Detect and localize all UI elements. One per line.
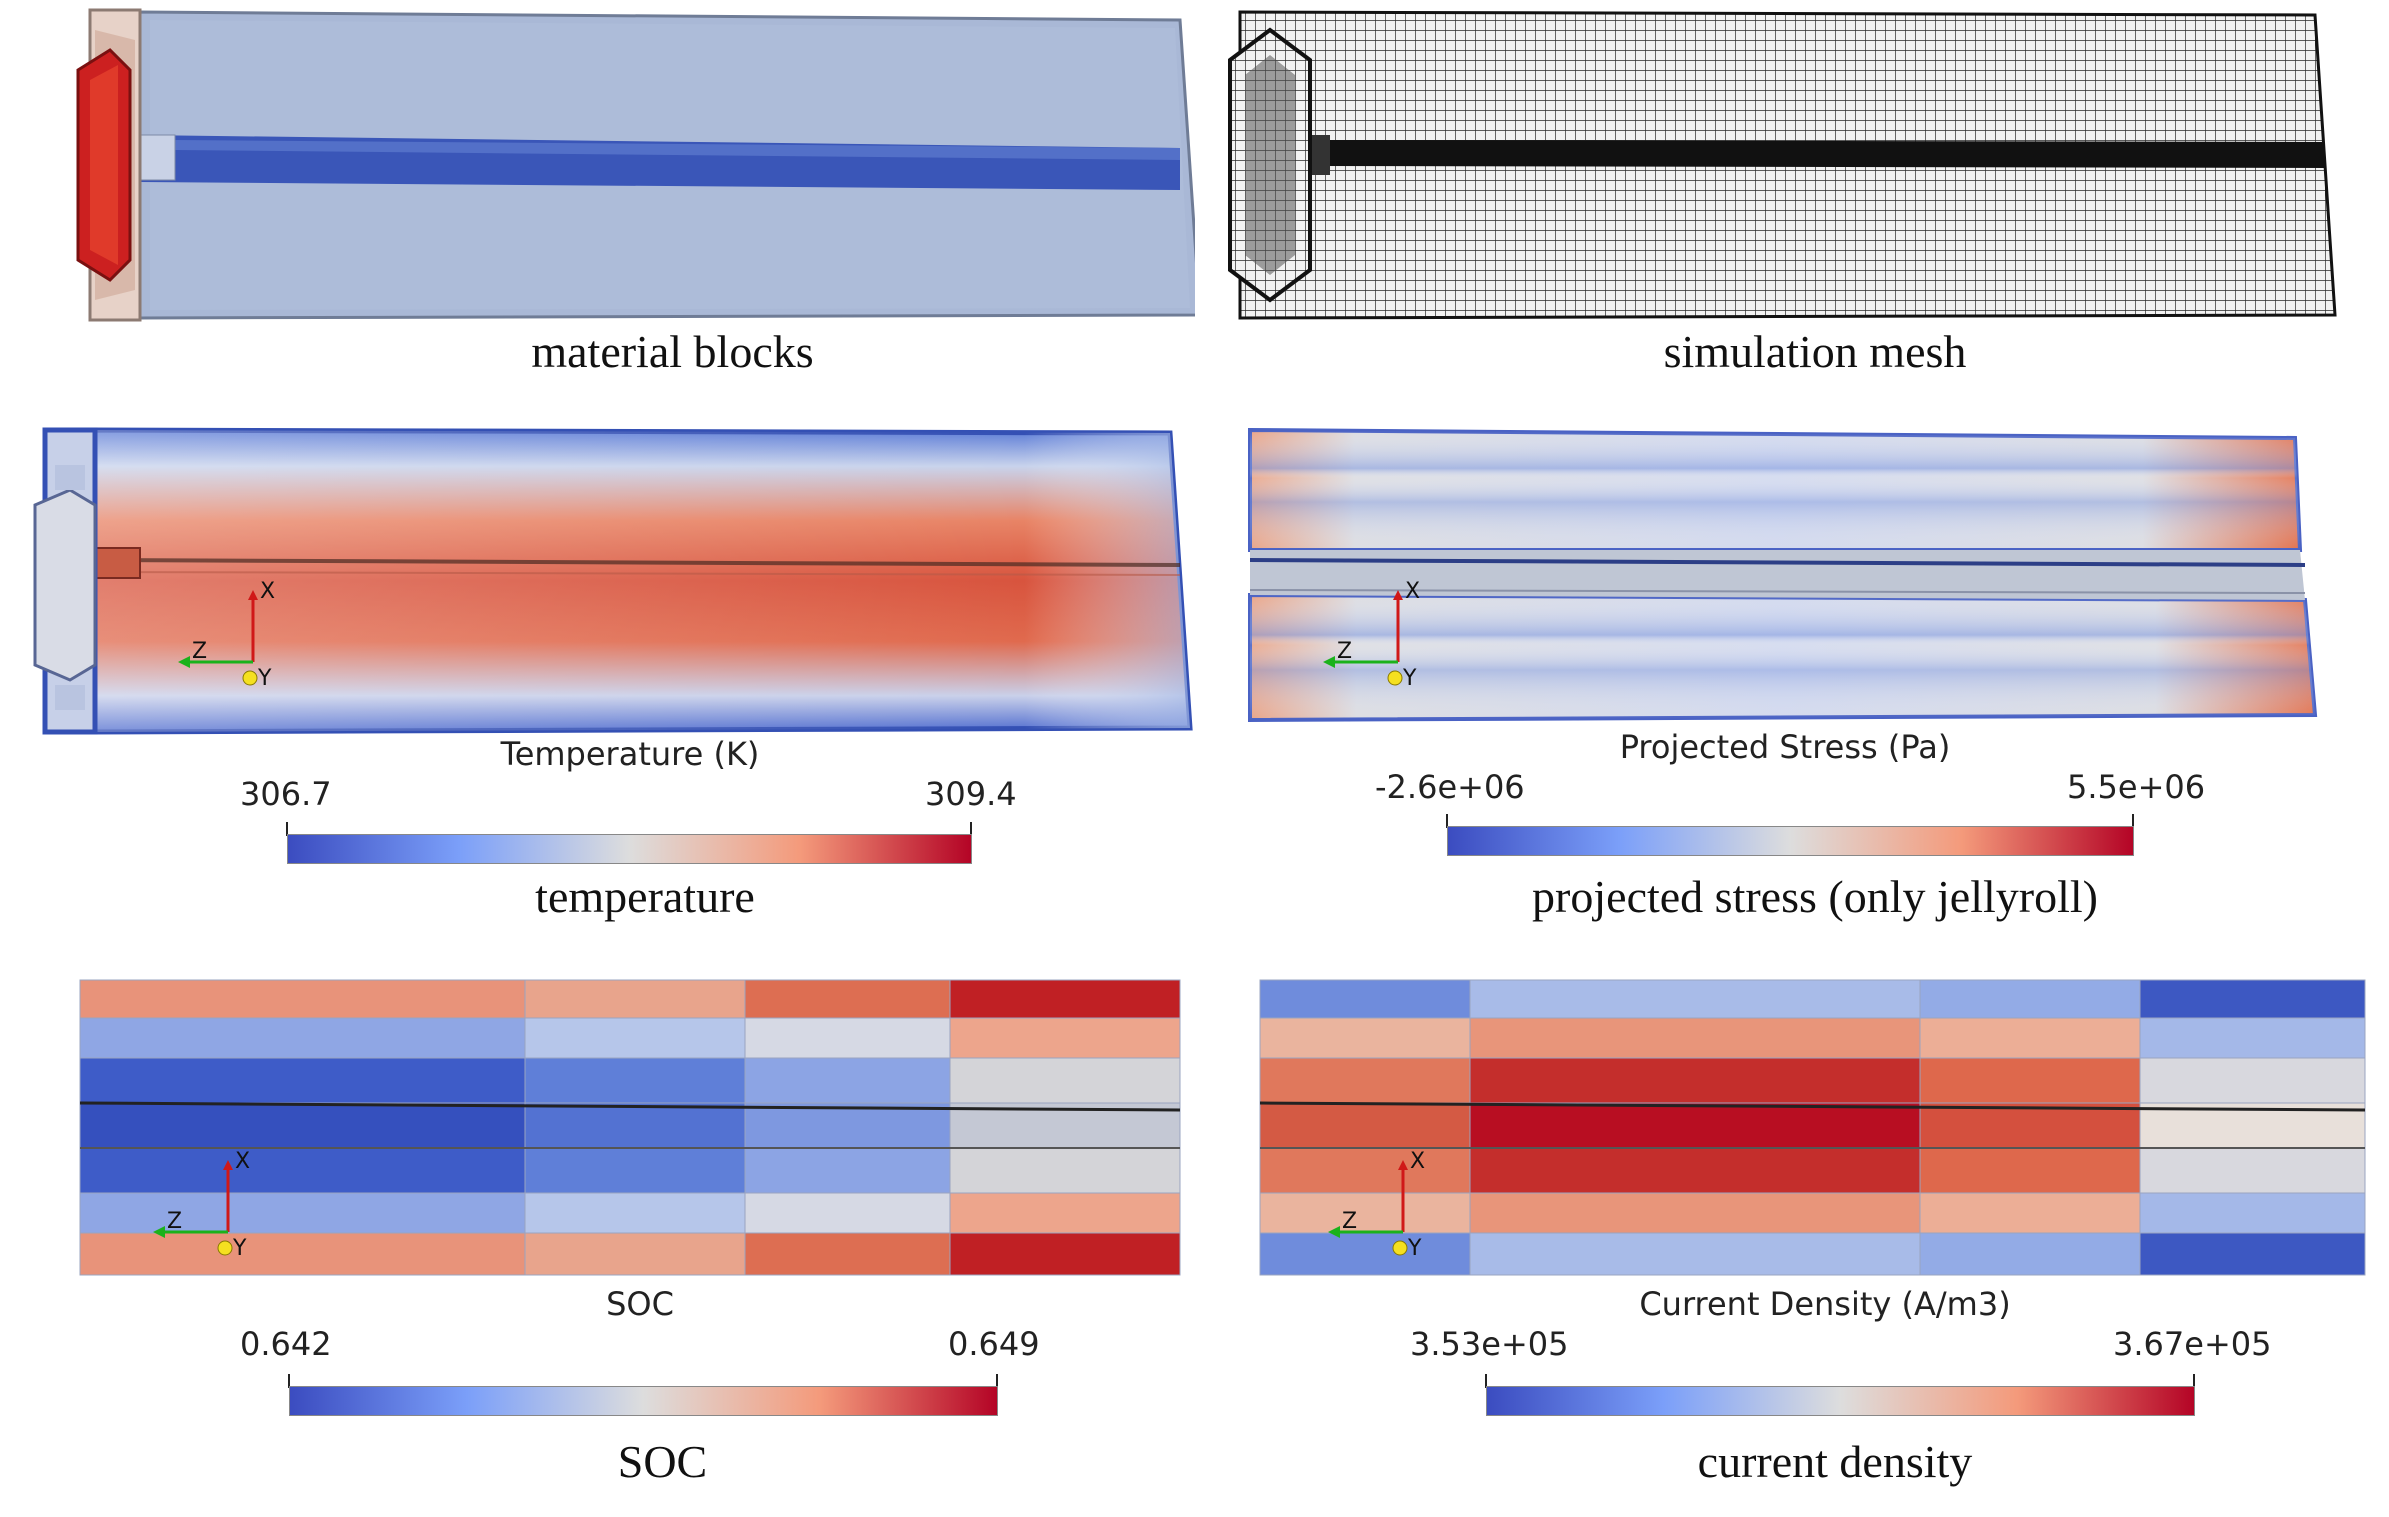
temperature-colorbar-max: 309.4 <box>925 775 1017 813</box>
temperature-panel: X Z Y Temperature (K) 306.7 309.4 temper… <box>0 410 1195 930</box>
axes-triad: X Z Y <box>153 1149 250 1261</box>
axes-triad: X Z Y <box>1328 1149 1425 1261</box>
current-density-colorbar-min: 3.53e+05 <box>1410 1325 1569 1363</box>
temperature-caption: temperature <box>535 871 755 922</box>
soc-colorbar-max: 0.649 <box>948 1325 1040 1363</box>
stress-colorbar <box>1447 826 2134 856</box>
svg-text:X: X <box>1405 579 1420 604</box>
stress-colorbar-tick-max <box>2132 814 2134 828</box>
svg-text:Y: Y <box>257 666 272 691</box>
current-density-render: X Z Y <box>1259 979 2366 1276</box>
axes-triad: X Z Y <box>1323 579 1420 691</box>
soc-colorbar-min: 0.642 <box>240 1325 332 1363</box>
svg-text:Z: Z <box>1337 639 1352 664</box>
svg-text:Z: Z <box>192 639 207 664</box>
svg-text:Z: Z <box>1342 1209 1357 1234</box>
stress-colorbar-title: Projected Stress (Pa) <box>1619 728 1951 766</box>
projected-stress-render: X Z Y <box>1248 427 2318 723</box>
svg-text:Y: Y <box>232 1236 247 1261</box>
temperature-colorbar <box>287 834 972 864</box>
temperature-colorbar-min: 306.7 <box>240 775 332 813</box>
svg-text:X: X <box>260 579 275 604</box>
material-blocks-caption: material blocks <box>531 326 814 377</box>
temperature-colorbar-title: Temperature (K) <box>500 735 760 773</box>
svg-text:X: X <box>1410 1149 1425 1174</box>
temperature-colorbar-tick-min <box>286 822 288 836</box>
stress-colorbar-tick-min <box>1446 814 1448 828</box>
simulation-mesh-caption: simulation mesh <box>1663 326 1967 377</box>
axes-triad: X Z Y <box>178 579 275 691</box>
current-density-colorbar-tick-max <box>2193 1374 2195 1388</box>
svg-text:Y: Y <box>1402 666 1417 691</box>
soc-colorbar-tick-min <box>288 1374 290 1388</box>
soc-colorbar-title: SOC <box>606 1285 674 1323</box>
temperature-render: X Z Y <box>33 427 1193 735</box>
soc-render: X Z Y <box>79 979 1181 1276</box>
current-density-colorbar <box>1486 1386 2195 1416</box>
stress-colorbar-min: -2.6e+06 <box>1375 768 1525 806</box>
temperature-colorbar-tick-max <box>970 822 972 836</box>
soc-caption: SOC <box>617 1436 708 1487</box>
svg-text:Z: Z <box>167 1209 182 1234</box>
current-density-caption: current density <box>1697 1436 1973 1487</box>
svg-text:Y: Y <box>1407 1236 1422 1261</box>
current-density-panel: X Z Y Current Density (A/m3) 3.53e+05 3.… <box>1215 960 2389 1515</box>
current-density-colorbar-tick-min <box>1485 1374 1487 1388</box>
simulation-mesh-render <box>1228 10 2337 320</box>
soc-colorbar <box>289 1386 998 1416</box>
simulation-mesh-panel: simulation mesh <box>1215 0 2389 390</box>
svg-text:X: X <box>235 1149 250 1174</box>
stress-caption: projected stress (only jellyroll) <box>1532 871 2098 922</box>
current-density-colorbar-max: 3.67e+05 <box>2113 1325 2272 1363</box>
projected-stress-panel: X Z Y Projected Stress (Pa) -2.6e+06 5.5… <box>1215 410 2389 930</box>
material-blocks-panel: material blocks <box>0 0 1195 390</box>
soc-colorbar-tick-max <box>996 1374 998 1388</box>
stress-colorbar-max: 5.5e+06 <box>2067 768 2206 806</box>
soc-panel: X Z Y SOC 0.642 0.649 SOC <box>0 960 1195 1515</box>
current-density-colorbar-title: Current Density (A/m3) <box>1639 1285 2011 1323</box>
material-blocks-render <box>76 8 1195 322</box>
